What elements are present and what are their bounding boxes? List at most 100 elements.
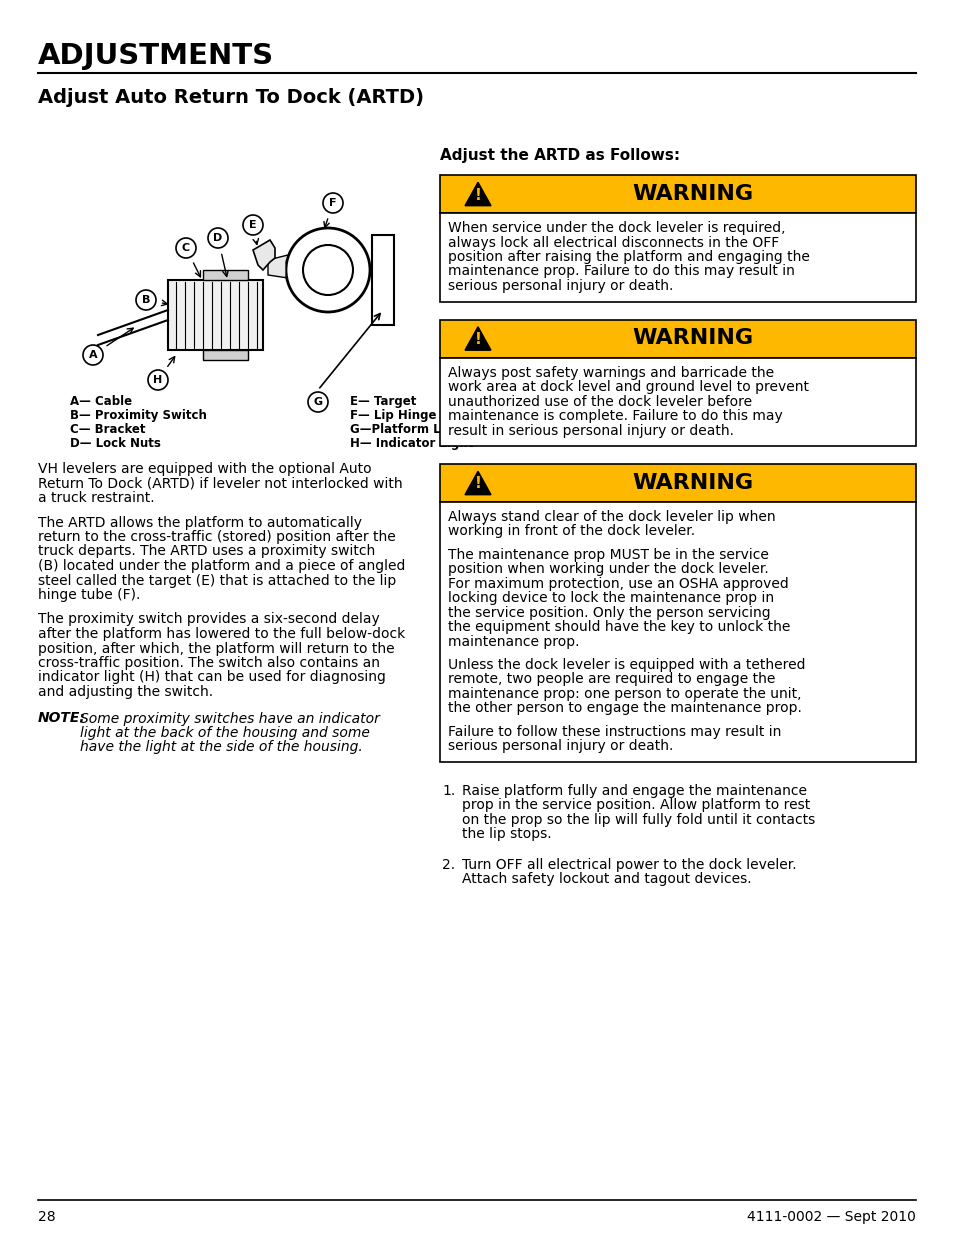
- Text: When service under the dock leveler is required,: When service under the dock leveler is r…: [448, 221, 784, 235]
- Circle shape: [175, 238, 195, 258]
- Text: The proximity switch provides a six-second delay: The proximity switch provides a six-seco…: [38, 613, 379, 626]
- Text: The ARTD allows the platform to automatically: The ARTD allows the platform to automati…: [38, 515, 361, 530]
- Polygon shape: [464, 183, 491, 206]
- Polygon shape: [464, 327, 491, 351]
- FancyBboxPatch shape: [439, 501, 915, 762]
- Text: Adjust the ARTD as Follows:: Adjust the ARTD as Follows:: [439, 148, 679, 163]
- FancyBboxPatch shape: [439, 212, 915, 301]
- Polygon shape: [203, 350, 248, 359]
- Text: !: !: [474, 332, 481, 347]
- Circle shape: [243, 215, 263, 235]
- Text: Failure to follow these instructions may result in: Failure to follow these instructions may…: [448, 725, 781, 739]
- Text: the service position. Only the person servicing: the service position. Only the person se…: [448, 605, 770, 620]
- Text: steel called the target (E) that is attached to the lip: steel called the target (E) that is atta…: [38, 573, 395, 588]
- Text: maintenance prop: one person to operate the unit,: maintenance prop: one person to operate …: [448, 687, 801, 701]
- Text: truck departs. The ARTD uses a proximity switch: truck departs. The ARTD uses a proximity…: [38, 545, 375, 558]
- Circle shape: [136, 290, 156, 310]
- Circle shape: [148, 370, 168, 390]
- Text: unauthorized use of the dock leveler before: unauthorized use of the dock leveler bef…: [448, 394, 751, 409]
- Text: Adjust Auto Return To Dock (ARTD): Adjust Auto Return To Dock (ARTD): [38, 88, 423, 107]
- FancyBboxPatch shape: [439, 357, 915, 446]
- Text: VH levelers are equipped with the optional Auto: VH levelers are equipped with the option…: [38, 462, 372, 475]
- Text: D: D: [213, 233, 222, 243]
- Text: result in serious personal injury or death.: result in serious personal injury or dea…: [448, 424, 733, 437]
- Text: E: E: [249, 220, 256, 230]
- Polygon shape: [203, 270, 248, 280]
- Text: Always stand clear of the dock leveler lip when: Always stand clear of the dock leveler l…: [448, 510, 775, 524]
- Text: F— Lip Hinge Tube: F— Lip Hinge Tube: [350, 409, 472, 422]
- Text: have the light at the side of the housing.: have the light at the side of the housin…: [80, 741, 362, 755]
- Text: Unless the dock leveler is equipped with a tethered: Unless the dock leveler is equipped with…: [448, 658, 804, 672]
- Text: 2.: 2.: [441, 857, 455, 872]
- Polygon shape: [464, 472, 491, 495]
- Text: position, after which, the platform will return to the: position, after which, the platform will…: [38, 641, 395, 656]
- Text: and adjusting the switch.: and adjusting the switch.: [38, 685, 213, 699]
- Polygon shape: [168, 280, 263, 350]
- Text: maintenance is complete. Failure to do this may: maintenance is complete. Failure to do t…: [448, 409, 781, 424]
- Text: indicator light (H) that can be used for diagnosing: indicator light (H) that can be used for…: [38, 671, 385, 684]
- Text: maintenance prop. Failure to do this may result in: maintenance prop. Failure to do this may…: [448, 264, 794, 279]
- Text: Some proximity switches have an indicator: Some proximity switches have an indicato…: [80, 711, 379, 725]
- Text: the lip stops.: the lip stops.: [461, 827, 551, 841]
- Text: 4111-0002 — Sept 2010: 4111-0002 — Sept 2010: [746, 1210, 915, 1224]
- Text: For maximum protection, use an OSHA approved: For maximum protection, use an OSHA appr…: [448, 577, 788, 590]
- Text: B— Proximity Switch: B— Proximity Switch: [70, 409, 207, 422]
- Text: H— Indicator Light: H— Indicator Light: [350, 437, 473, 450]
- Text: maintenance prop.: maintenance prop.: [448, 635, 578, 648]
- Circle shape: [208, 228, 228, 248]
- Text: Return To Dock (ARTD) if leveler not interlocked with: Return To Dock (ARTD) if leveler not int…: [38, 477, 402, 490]
- Text: working in front of the dock leveler.: working in front of the dock leveler.: [448, 525, 695, 538]
- Text: E— Target: E— Target: [350, 395, 416, 408]
- Text: Attach safety lockout and tagout devices.: Attach safety lockout and tagout devices…: [461, 872, 751, 885]
- Text: work area at dock level and ground level to prevent: work area at dock level and ground level…: [448, 380, 808, 394]
- Text: 28: 28: [38, 1210, 55, 1224]
- Text: position after raising the platform and engaging the: position after raising the platform and …: [448, 249, 809, 264]
- Text: The maintenance prop MUST be in the service: The maintenance prop MUST be in the serv…: [448, 547, 768, 562]
- Text: (B) located under the platform and a piece of angled: (B) located under the platform and a pie…: [38, 559, 405, 573]
- Text: Always post safety warnings and barricade the: Always post safety warnings and barricad…: [448, 366, 773, 379]
- Text: hinge tube (F).: hinge tube (F).: [38, 588, 140, 601]
- FancyBboxPatch shape: [439, 464, 915, 501]
- Text: serious personal injury or death.: serious personal injury or death.: [448, 739, 673, 753]
- FancyBboxPatch shape: [439, 320, 915, 357]
- Text: G: G: [314, 396, 322, 408]
- Circle shape: [323, 193, 343, 212]
- Text: !: !: [474, 477, 481, 492]
- Text: F: F: [329, 198, 336, 207]
- Text: A: A: [89, 350, 97, 359]
- Text: WARNING: WARNING: [632, 184, 753, 204]
- Text: on the prop so the lip will fully fold until it contacts: on the prop so the lip will fully fold u…: [461, 813, 815, 826]
- Text: G—Platform Lip: G—Platform Lip: [350, 424, 453, 436]
- Text: C: C: [182, 243, 190, 253]
- Polygon shape: [253, 240, 274, 270]
- Text: cross-traffic position. The switch also contains an: cross-traffic position. The switch also …: [38, 656, 379, 671]
- Text: H: H: [153, 375, 162, 385]
- Text: NOTE:: NOTE:: [38, 711, 86, 725]
- Text: position when working under the dock leveler.: position when working under the dock lev…: [448, 562, 768, 577]
- Text: B: B: [142, 295, 150, 305]
- Text: WARNING: WARNING: [632, 473, 753, 493]
- Text: WARNING: WARNING: [632, 329, 753, 348]
- Circle shape: [83, 345, 103, 366]
- Text: 1.: 1.: [441, 783, 455, 798]
- Text: Turn OFF all electrical power to the dock leveler.: Turn OFF all electrical power to the doc…: [461, 857, 796, 872]
- Text: D— Lock Nuts: D— Lock Nuts: [70, 437, 161, 450]
- Text: after the platform has lowered to the full below-dock: after the platform has lowered to the fu…: [38, 627, 405, 641]
- Text: the equipment should have the key to unlock the: the equipment should have the key to unl…: [448, 620, 789, 635]
- Text: A— Cable: A— Cable: [70, 395, 132, 408]
- Text: prop in the service position. Allow platform to rest: prop in the service position. Allow plat…: [461, 798, 809, 813]
- Text: serious personal injury or death.: serious personal injury or death.: [448, 279, 673, 293]
- Text: ADJUSTMENTS: ADJUSTMENTS: [38, 42, 274, 70]
- Text: locking device to lock the maintenance prop in: locking device to lock the maintenance p…: [448, 592, 773, 605]
- Text: a truck restraint.: a truck restraint.: [38, 492, 154, 505]
- Text: remote, two people are required to engage the: remote, two people are required to engag…: [448, 672, 775, 687]
- Circle shape: [308, 391, 328, 412]
- Polygon shape: [372, 235, 394, 325]
- Text: always lock all electrical disconnects in the OFF: always lock all electrical disconnects i…: [448, 236, 779, 249]
- Text: Raise platform fully and engage the maintenance: Raise platform fully and engage the main…: [461, 783, 806, 798]
- Text: C— Bracket: C— Bracket: [70, 424, 146, 436]
- Text: return to the cross-traffic (stored) position after the: return to the cross-traffic (stored) pos…: [38, 530, 395, 543]
- Text: light at the back of the housing and some: light at the back of the housing and som…: [80, 726, 370, 740]
- Polygon shape: [268, 254, 288, 278]
- Text: the other person to engage the maintenance prop.: the other person to engage the maintenan…: [448, 701, 801, 715]
